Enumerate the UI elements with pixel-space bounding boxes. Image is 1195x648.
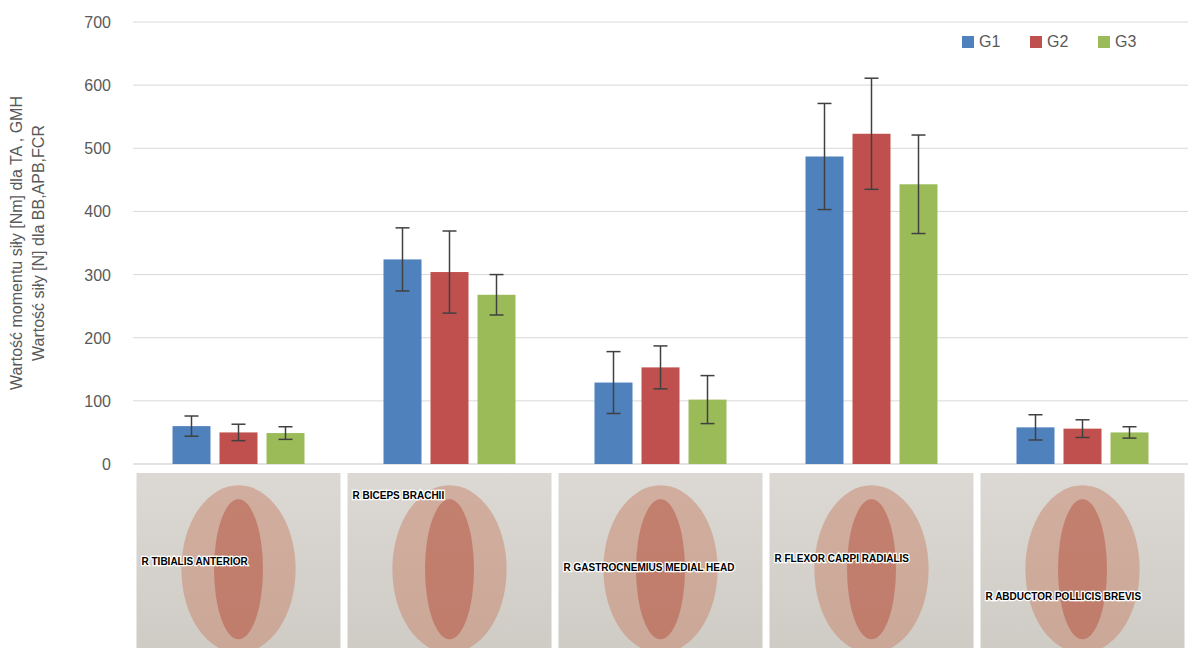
- legend: G1 G2 G3: [962, 33, 1136, 50]
- muscle-panel: [981, 473, 1185, 648]
- grid-line: [133, 211, 1188, 212]
- category-label: R TIBIALIS ANTERIOR: [142, 556, 249, 567]
- category-label: R ABDUCTOR POLLICIS BREVIS: [986, 591, 1142, 602]
- category-panels: R TIBIALIS ANTERIOR R BICEPS BRACHII R GAS…: [137, 473, 1185, 648]
- bars: [173, 78, 1149, 464]
- legend-label: G1: [979, 33, 1000, 50]
- error-bar: [818, 103, 832, 209]
- error-bar: [490, 275, 504, 315]
- y-tick-label: 300: [84, 267, 111, 284]
- error-bar: [701, 376, 715, 424]
- muscle-panel: [770, 473, 974, 648]
- y-tick-label: 700: [84, 14, 111, 31]
- grid-line: [133, 22, 1188, 23]
- error-bar: [654, 346, 668, 389]
- y-tick-label: 500: [84, 140, 111, 157]
- error-bar: [607, 352, 621, 414]
- error-bar: [1029, 415, 1043, 440]
- category-label: R GASTROCNEMIUS MEDIAL HEAD: [564, 562, 735, 573]
- category-label: R BICEPS BRACHII: [353, 490, 445, 501]
- legend-swatch: [962, 36, 974, 48]
- bar: [478, 295, 516, 464]
- body-shape: [392, 485, 506, 648]
- legend-label: G3: [1115, 33, 1136, 50]
- y-tick-label: 100: [84, 393, 111, 410]
- legend-swatch: [1098, 36, 1110, 48]
- error-bar: [185, 416, 199, 436]
- y-tick-label: 600: [84, 77, 111, 94]
- error-bar: [1076, 420, 1090, 438]
- grid: [133, 22, 1188, 464]
- error-bar: [232, 424, 246, 440]
- error-bar: [1123, 427, 1137, 438]
- chart: 0 100 200 300 400 500 600 700 Wartość momentu si…: [0, 0, 1195, 648]
- error-bar: [396, 228, 410, 291]
- error-bar: [912, 135, 926, 234]
- muscle-shape: [847, 499, 896, 639]
- body-shape: [1025, 485, 1139, 648]
- muscle-panel: [348, 473, 552, 648]
- muscle-shape: [425, 499, 474, 639]
- legend-swatch: [1030, 36, 1042, 48]
- y-tick-label: 0: [102, 456, 111, 473]
- y-axis-title: Wartość siły [N] dla BB,APB,FCR: [30, 125, 47, 361]
- muscle-shape: [1058, 499, 1107, 639]
- category-label: R FLEXOR CARPI RADIALIS: [775, 553, 910, 564]
- grid-line: [133, 337, 1188, 338]
- legend-label: G2: [1047, 33, 1068, 50]
- grid-line: [133, 274, 1188, 275]
- error-bar: [865, 78, 879, 189]
- grid-line: [133, 148, 1188, 149]
- muscle-shape: [214, 499, 263, 639]
- y-axis-title: Wartość momentu siły [Nm] dla TA , GMH: [8, 96, 25, 390]
- error-bar: [279, 427, 293, 440]
- chart-root: 0 100 200 300 400 500 600 700 Wartość momentu si…: [0, 0, 1195, 648]
- y-tick-label: 400: [84, 203, 111, 220]
- y-tick-label: 200: [84, 330, 111, 347]
- error-bar: [443, 231, 457, 313]
- grid-line: [133, 85, 1188, 86]
- muscle-panel: [559, 473, 763, 648]
- body-shape: [814, 485, 928, 648]
- muscle-panel: [137, 473, 341, 648]
